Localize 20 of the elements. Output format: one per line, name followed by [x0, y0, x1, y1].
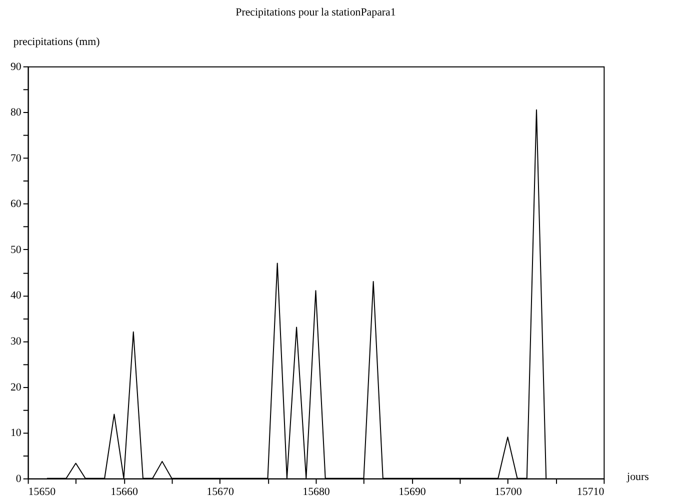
y-tick-label: 60: [10, 198, 22, 210]
chart-title: Precipitations pour la stationPapara1: [236, 6, 396, 19]
x-tick-label: 15690: [398, 486, 426, 498]
x-axis-title: jours: [626, 470, 649, 483]
x-tick-label: 15650: [28, 486, 56, 498]
y-axis-title: precipitations (mm): [13, 36, 100, 48]
y-tick-label: 30: [10, 336, 22, 348]
y-tick-label: 90: [10, 60, 22, 73]
x-tick-label: 15660: [110, 486, 138, 498]
x-tick-label: 15700: [494, 486, 522, 498]
y-tick-label: 20: [10, 381, 22, 394]
y-tick-label: 40: [10, 290, 22, 302]
y-tick-label: 50: [10, 244, 22, 256]
y-tick-label: 10: [10, 427, 22, 440]
x-tick-label: 15680: [302, 486, 330, 498]
x-tick-label: 15710: [576, 486, 605, 498]
x-tick-label: 15670: [206, 486, 234, 498]
y-tick-label: 0: [16, 472, 22, 485]
y-tick-label: 80: [10, 106, 22, 119]
y-tick-label: 70: [10, 152, 22, 164]
